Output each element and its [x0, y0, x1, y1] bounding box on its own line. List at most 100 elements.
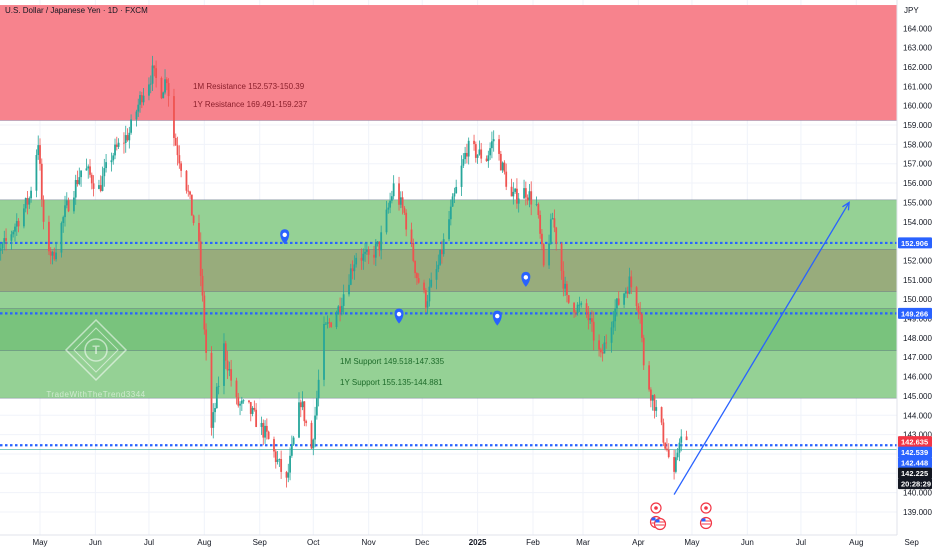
horizontal-levels[interactable]: [0, 241, 897, 450]
price-tick-label: 146.000: [903, 373, 932, 382]
candle-body: [560, 243, 563, 272]
projection-line[interactable]: [673, 201, 850, 495]
price-tag-label: 142.635: [901, 438, 928, 447]
candle-body: [301, 401, 304, 408]
candle-body: [624, 290, 627, 294]
candle-body: [378, 241, 381, 251]
candle-body: [162, 92, 165, 99]
candle-body: [124, 135, 127, 143]
candle-body: [280, 459, 283, 472]
candle-body: [62, 217, 65, 224]
flag-us-icon[interactable]: [653, 517, 667, 531]
candle-body: [449, 206, 452, 220]
svg-text:T: T: [92, 343, 100, 357]
candle-body: [376, 241, 379, 244]
label-1m-support: 1M Support 149.518-147.335: [340, 357, 445, 366]
candle-body: [155, 68, 158, 78]
candle-body: [328, 322, 331, 324]
candle-body: [526, 197, 529, 201]
watermark-text: TradeWithTheTrend3344: [46, 390, 145, 399]
candle-body: [440, 249, 443, 255]
price-tag[interactable]: [898, 467, 932, 479]
candle-body: [364, 251, 366, 254]
event-icon-earnings[interactable]: [700, 502, 712, 514]
candle-body: [512, 191, 515, 197]
candle-body: [24, 198, 27, 209]
candle-body: [201, 275, 204, 296]
candle-body: [676, 452, 679, 458]
candle-body: [448, 219, 450, 240]
projection-arrow[interactable]: [673, 202, 850, 495]
candle-body: [123, 142, 125, 144]
candle-body: [641, 314, 643, 338]
idea-markers[interactable]: [280, 229, 531, 326]
candle-body: [14, 226, 16, 232]
candle-body: [324, 323, 327, 325]
price-tag[interactable]: [898, 446, 932, 458]
candle-body: [255, 409, 258, 427]
candle-body: [523, 188, 525, 199]
candle-body: [89, 166, 91, 175]
candle-body: [553, 218, 556, 228]
candle-body: [648, 365, 650, 390]
price-tag[interactable]: [898, 436, 932, 448]
price-tag[interactable]: [898, 307, 932, 319]
time-tick-label: Mar: [576, 538, 590, 547]
candle-body: [415, 273, 418, 279]
time-tick-label: Jul: [796, 538, 806, 547]
candle-body: [90, 174, 93, 184]
candle-body: [265, 425, 268, 432]
candle-body: [365, 249, 368, 252]
price-tag[interactable]: [898, 457, 932, 469]
candle-body: [616, 298, 618, 309]
label-1m-resistance: 1M Resistance 152.573-150.39: [193, 82, 305, 91]
time-tick-label: Jul: [144, 538, 154, 547]
chart-title: U.S. Dollar / Japanese Yen · 1D · FXCM: [5, 6, 148, 15]
price-tick-label: 145.000: [903, 392, 932, 401]
candle-body: [30, 190, 32, 199]
support-zone-1m: [0, 308, 897, 351]
event-icons[interactable]: [649, 502, 713, 531]
candle-body: [192, 215, 195, 223]
map-pin-dot: [495, 313, 500, 319]
candle-body: [414, 260, 416, 274]
candle-body: [587, 311, 590, 321]
candle-body: [464, 152, 467, 160]
time-tick-label: Sep: [253, 538, 268, 547]
candle-body: [87, 166, 90, 169]
price-tag[interactable]: [898, 237, 932, 249]
candle-body: [248, 400, 250, 403]
flag-us-icon[interactable]: [699, 516, 713, 530]
candle-body: [637, 306, 640, 313]
candle-body: [135, 111, 138, 120]
candle-body: [626, 290, 629, 294]
candle-body: [603, 342, 606, 354]
candle-body: [342, 294, 345, 306]
candle-body: [426, 301, 429, 308]
price-tag[interactable]: [898, 478, 932, 490]
candle-body: [65, 200, 68, 206]
candle-body: [453, 193, 456, 197]
candle-body: [348, 284, 350, 295]
candle-body: [139, 95, 141, 105]
candle-body: [573, 302, 575, 313]
candle-body: [599, 349, 602, 353]
price-tick-label: 156.000: [903, 179, 932, 188]
candle-body: [651, 395, 654, 401]
candle-body: [165, 79, 168, 84]
candle-body: [564, 283, 567, 289]
time-tick-label: Oct: [307, 538, 320, 547]
candle-body: [548, 243, 550, 266]
time-axis-ticks: May Jun Jul Aug Sep Oct Nov Dec 2025 Feb Mar Apr May…: [32, 538, 919, 547]
candle-body: [589, 318, 592, 321]
price-tag-label: 142.448: [901, 459, 928, 468]
candle-body: [274, 451, 277, 462]
candle-body: [340, 305, 343, 313]
event-icon-earnings[interactable]: [650, 502, 662, 514]
currency-label: JPY: [904, 6, 919, 15]
time-tick-label: Aug: [849, 538, 863, 547]
candle-body: [417, 278, 420, 283]
candle-body: [0, 248, 2, 251]
